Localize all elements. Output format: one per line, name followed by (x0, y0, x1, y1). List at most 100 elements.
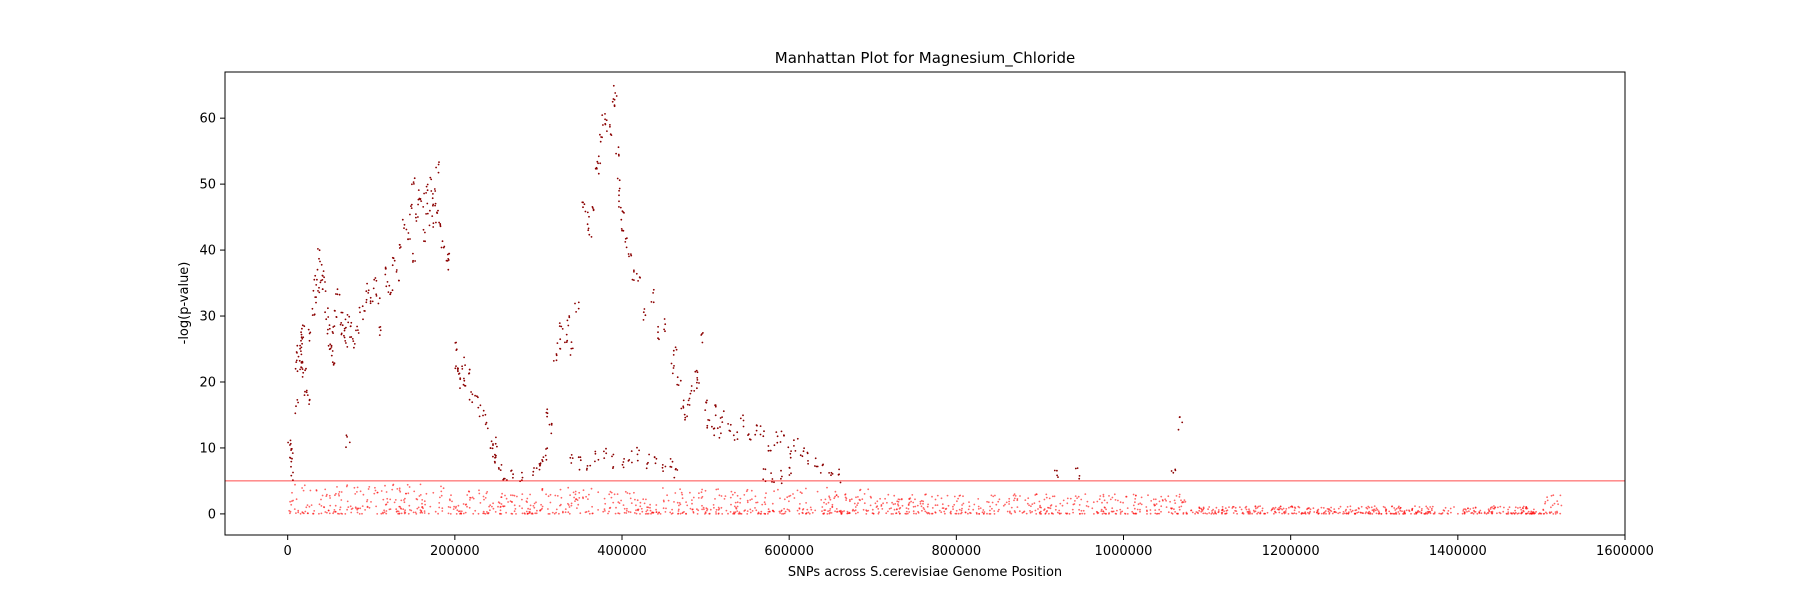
snp-point (788, 509, 790, 511)
snp-point (649, 509, 652, 512)
significant-snp-point (733, 439, 736, 441)
snp-point (1394, 512, 1397, 515)
snp-point (920, 505, 923, 508)
snp-point (423, 500, 426, 503)
snp-point (1239, 506, 1241, 509)
significant-snp-point (693, 390, 696, 392)
snp-point (590, 487, 593, 490)
snp-point (1473, 510, 1476, 513)
snp-point (582, 489, 585, 492)
snp-point (1236, 512, 1238, 515)
significant-snp-point (564, 341, 566, 344)
snp-point (1393, 507, 1396, 509)
snp-point (946, 494, 949, 497)
snp-point (709, 508, 712, 511)
snp-point (977, 505, 980, 508)
snp-point (466, 505, 468, 508)
snp-point (928, 512, 931, 515)
snp-point (692, 511, 695, 514)
significant-snp-point (570, 462, 573, 464)
snp-point (1375, 507, 1378, 510)
significant-snp-point (663, 328, 665, 331)
snp-point (1256, 506, 1259, 509)
significant-snp-point (432, 204, 434, 207)
snp-point (1494, 506, 1497, 509)
snp-point (978, 513, 981, 515)
snp-point (407, 492, 410, 495)
significant-snp-point (330, 344, 333, 347)
snp-point (1392, 512, 1395, 515)
snp-point (1493, 507, 1496, 510)
snp-point (1496, 512, 1498, 515)
snp-point (915, 512, 917, 515)
snp-point (1247, 511, 1250, 514)
significant-snp-point (690, 389, 693, 392)
snp-point (623, 511, 626, 514)
snp-point (1023, 510, 1026, 513)
snp-point (679, 488, 681, 491)
significant-snp-point (759, 433, 762, 436)
significant-snp-point (605, 452, 608, 455)
snp-point (736, 510, 739, 512)
significant-snp-point (748, 438, 751, 441)
snp-point (462, 512, 465, 515)
snp-point (392, 484, 394, 487)
snp-point (339, 506, 342, 509)
snp-point (897, 498, 900, 501)
significant-snp-point (762, 435, 765, 438)
snp-point (814, 509, 817, 512)
significant-snp-point (388, 284, 391, 287)
significant-snp-point (331, 331, 334, 333)
snp-point (452, 508, 455, 510)
snp-point (624, 490, 627, 493)
significant-snp-point (403, 227, 405, 230)
snp-point (938, 509, 941, 512)
snp-point (754, 507, 756, 509)
snp-point (636, 499, 639, 502)
significant-snp-point (377, 302, 380, 305)
significant-snp-point (344, 340, 347, 342)
significant-snp-point (395, 271, 398, 273)
significant-snp-point (432, 222, 435, 225)
significant-snp-point (346, 346, 349, 348)
snp-point (1374, 509, 1377, 512)
snp-point (1006, 510, 1009, 513)
snp-point (977, 508, 980, 510)
significant-snp-point (561, 328, 564, 330)
x-tick-label: 0 (284, 544, 292, 559)
significant-snp-point (298, 359, 301, 362)
snp-point (1184, 500, 1187, 503)
snp-point (1287, 513, 1290, 515)
snp-point (1180, 499, 1182, 502)
significant-snp-point (605, 119, 608, 122)
snp-point (913, 512, 915, 515)
significant-snp-point (470, 391, 472, 393)
significant-snp-point (1174, 468, 1177, 471)
snp-point (1147, 494, 1149, 497)
significant-snp-point (532, 470, 535, 473)
snp-point (1279, 505, 1282, 508)
snp-point (439, 496, 441, 499)
snp-point (739, 497, 742, 500)
snp-point (1457, 512, 1459, 515)
significant-snp-point (375, 293, 378, 296)
snp-point (1285, 508, 1288, 510)
snp-point (1404, 512, 1406, 515)
snp-point (1106, 501, 1109, 504)
significant-snp-point (612, 84, 615, 87)
snp-point (853, 502, 856, 505)
snp-point (1061, 504, 1064, 507)
significant-snp-point (558, 322, 561, 324)
significant-snp-point (682, 405, 685, 408)
snp-point (793, 497, 796, 499)
snp-point (487, 512, 490, 514)
snp-point (792, 493, 794, 495)
snp-point (1464, 508, 1466, 510)
snp-point (625, 509, 628, 512)
significant-snp-point (357, 332, 360, 334)
significant-snp-point (577, 307, 580, 310)
snp-point (555, 508, 558, 511)
snp-point (723, 498, 726, 500)
snp-point (905, 507, 908, 509)
significant-snp-point (301, 342, 303, 345)
